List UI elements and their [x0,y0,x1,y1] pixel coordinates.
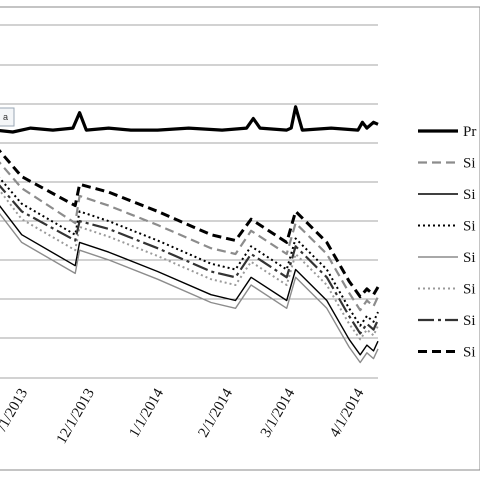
legend: Pr Si Si Si Si Si Si Si [418,124,476,361]
chart-frame [0,6,480,471]
legend-label: Si [463,313,476,329]
series-line-4 [0,176,379,327]
legend-label: Pr [463,124,476,140]
series-line-2 [0,161,379,312]
tooltip: a [0,107,15,127]
series-line-3 [0,205,379,356]
legend-label: Si [463,219,476,235]
legend-label: Si [463,250,476,266]
series-line-1 [0,105,379,134]
legend-label: Si [463,187,476,203]
gridlines [0,24,378,379]
series-line-8 [0,149,380,299]
series-line-7 [0,184,379,335]
tooltip-text: a [3,112,8,122]
tooltip-box [0,107,15,127]
series-line-6 [0,189,379,341]
series-layer [0,105,380,364]
legend-label: Si [463,345,476,361]
series-line-5 [0,212,379,364]
legend-label: Si [463,282,476,298]
legend-label: Si [463,156,476,172]
